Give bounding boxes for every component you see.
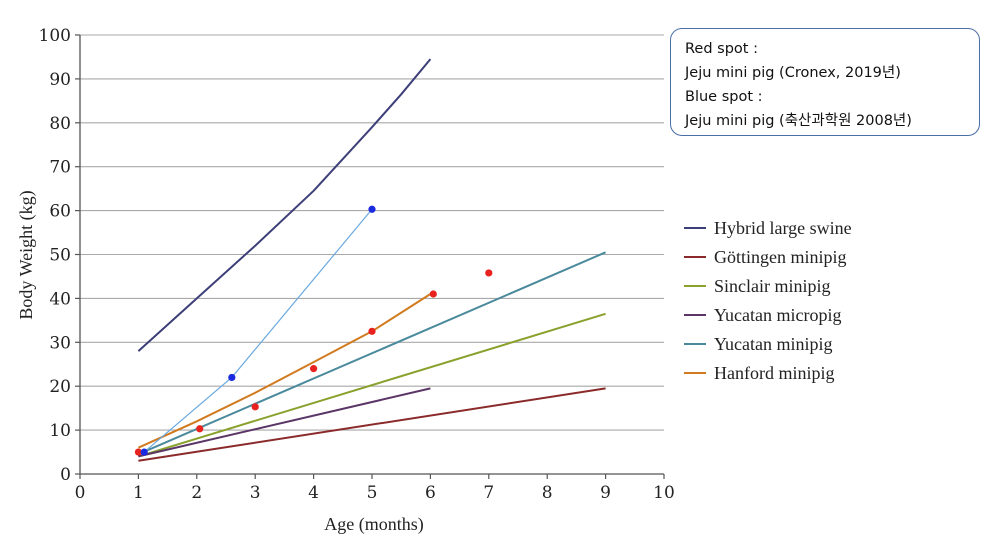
x-tick-label-6: 6 xyxy=(425,483,436,503)
y-tick-label-40: 40 xyxy=(49,289,71,309)
y-tick-label-0: 0 xyxy=(60,465,71,485)
series-line-0 xyxy=(137,58,432,352)
y-axis-title: Body Weight (kg) xyxy=(16,190,37,319)
series-line-5 xyxy=(137,293,431,449)
point-0-2 xyxy=(251,403,259,411)
x-tick-label-7: 7 xyxy=(483,483,494,503)
point-0-3 xyxy=(310,365,318,373)
legend-label-2: Sinclair minipig xyxy=(714,276,831,296)
x-tick-label-1: 1 xyxy=(133,483,144,503)
point-0-6 xyxy=(485,269,493,277)
x-tick-label-8: 8 xyxy=(542,483,553,503)
x-axis-title: Age (months) xyxy=(324,514,423,535)
y-tick-label-60: 60 xyxy=(49,202,71,222)
legend-label-3: Yucatan micropig xyxy=(714,305,841,325)
series-line-3 xyxy=(138,387,431,458)
point-0-4 xyxy=(368,327,376,335)
y-tick-label-90: 90 xyxy=(49,70,71,90)
legend-label-4: Yucatan minipig xyxy=(714,334,832,354)
x-tick-label-5: 5 xyxy=(367,483,378,503)
legend-label-1: Göttingen minipig xyxy=(714,247,847,267)
legend: Hybrid large swine Göttingen minipig Sincl… xyxy=(684,218,852,383)
series-lines xyxy=(137,58,606,462)
x-tick-label-10: 10 xyxy=(653,483,675,503)
y-tick-label-20: 20 xyxy=(49,377,71,397)
x-tick-label-2: 2 xyxy=(191,483,202,503)
note-line-blue-source: Jeju mini pig (축산과학원 2008년) xyxy=(685,113,912,129)
x-tick-label-0: 0 xyxy=(75,483,86,503)
note-line-blue-label: Blue spot : xyxy=(685,89,763,105)
data-points xyxy=(134,205,493,456)
x-tick-label-4: 4 xyxy=(308,483,319,503)
point-1-0 xyxy=(140,448,148,456)
point-0-1 xyxy=(196,425,204,433)
y-tick-label-10: 10 xyxy=(49,421,71,441)
note-line-red-source: Jeju mini pig (Cronex, 2019년) xyxy=(685,65,901,81)
y-tick-label-30: 30 xyxy=(49,333,71,353)
point-1-2 xyxy=(368,205,376,213)
series-line-1 xyxy=(138,387,606,462)
y-tick-labels: 0 10 20 30 40 50 60 70 80 90 100 xyxy=(39,26,80,485)
x-tick-labels: 0 1 2 3 4 5 6 7 8 9 10 xyxy=(75,474,675,503)
grid-lines xyxy=(80,34,664,431)
y-tick-label-70: 70 xyxy=(49,158,71,178)
series-line-2 xyxy=(138,312,606,458)
y-tick-label-80: 80 xyxy=(49,114,71,134)
point-set-line-1 xyxy=(143,208,373,453)
x-tick-label-9: 9 xyxy=(600,483,611,503)
point-0-5 xyxy=(429,290,437,298)
legend-label-0: Hybrid large swine xyxy=(714,218,852,238)
point-1-1 xyxy=(228,373,236,382)
point-0-0 xyxy=(134,448,142,456)
legend-label-5: Hanford minipig xyxy=(714,363,834,383)
series-line-4 xyxy=(138,251,606,456)
y-tick-label-50: 50 xyxy=(49,246,71,266)
note-line-red-label: Red spot : xyxy=(685,41,758,57)
y-tick-label-100: 100 xyxy=(39,26,71,46)
x-tick-label-3: 3 xyxy=(250,483,261,503)
source-note-box: Red spot : Jeju mini pig (Cronex, 2019년)… xyxy=(670,28,980,136)
